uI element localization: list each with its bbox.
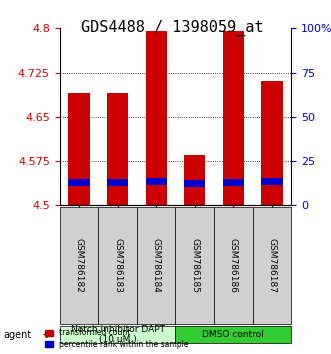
- Text: GSM786185: GSM786185: [190, 238, 199, 293]
- Text: GSM786182: GSM786182: [74, 238, 83, 293]
- Bar: [107, 179, 128, 186]
- Bar: [107, 93, 128, 205]
- Bar: [261, 178, 283, 185]
- Text: GSM786187: GSM786187: [267, 238, 276, 293]
- Bar: [68, 93, 89, 205]
- Bar: [223, 31, 244, 205]
- Text: GDS4488 / 1398059_at: GDS4488 / 1398059_at: [81, 19, 263, 36]
- Text: agent: agent: [3, 330, 31, 339]
- Bar: [184, 180, 205, 187]
- Bar: [68, 179, 89, 186]
- Bar: [184, 155, 205, 205]
- Legend: transformed count, percentile rank within the sample: transformed count, percentile rank withi…: [44, 327, 190, 350]
- Text: GSM786184: GSM786184: [152, 238, 161, 293]
- Text: DMSO control: DMSO control: [203, 330, 264, 339]
- Bar: [146, 31, 167, 205]
- Bar: [261, 81, 283, 205]
- Bar: [223, 179, 244, 186]
- Text: GSM786186: GSM786186: [229, 238, 238, 293]
- Text: Notch inhibitor DAPT
(10 μM.): Notch inhibitor DAPT (10 μM.): [71, 325, 165, 344]
- Bar: [146, 178, 167, 185]
- Text: GSM786183: GSM786183: [113, 238, 122, 293]
